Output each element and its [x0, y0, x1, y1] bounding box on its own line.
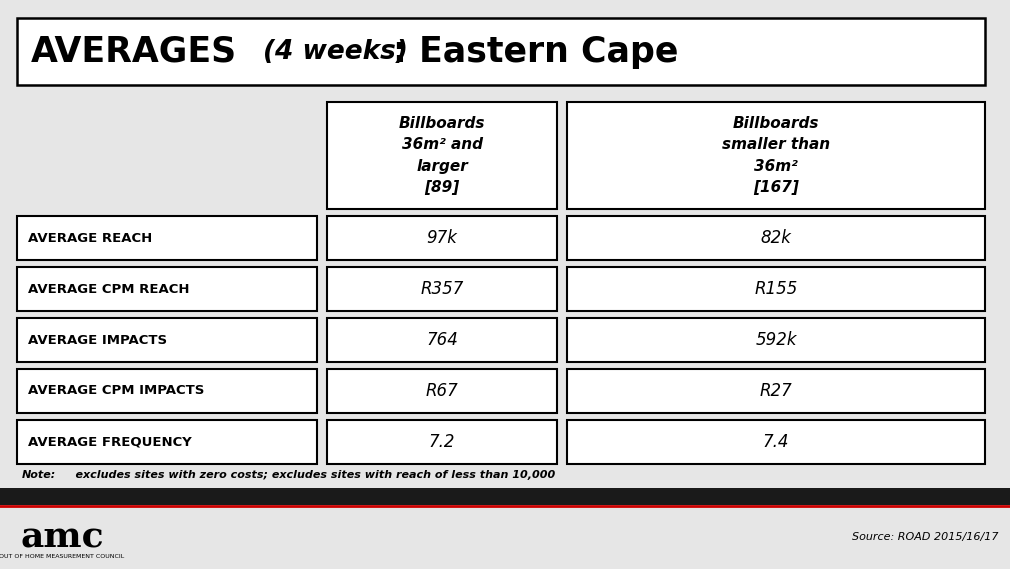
- Bar: [327, 420, 557, 464]
- Bar: [17, 369, 317, 413]
- Text: excludes sites with zero costs; excludes sites with reach of less than 10,000: excludes sites with zero costs; excludes…: [60, 470, 556, 480]
- Bar: [567, 267, 985, 311]
- Text: AVERAGE IMPACTS: AVERAGE IMPACTS: [28, 333, 167, 347]
- Text: Billboards
36m² and
larger
[89]: Billboards 36m² and larger [89]: [399, 116, 485, 195]
- Bar: [327, 102, 557, 209]
- Bar: [567, 420, 985, 464]
- Bar: [17, 216, 317, 260]
- Text: amc: amc: [20, 520, 104, 554]
- Bar: [567, 318, 985, 362]
- Text: AVERAGES: AVERAGES: [31, 35, 237, 68]
- Text: R357: R357: [420, 280, 464, 298]
- Text: 7.2: 7.2: [429, 433, 456, 451]
- Text: : Eastern Cape: : Eastern Cape: [393, 35, 679, 68]
- Bar: [567, 369, 985, 413]
- Text: Source: ROAD 2015/16/17: Source: ROAD 2015/16/17: [851, 532, 998, 542]
- Text: R67: R67: [425, 382, 459, 400]
- Text: R155: R155: [754, 280, 798, 298]
- Bar: [0, 488, 1010, 505]
- Bar: [17, 420, 317, 464]
- Bar: [327, 267, 557, 311]
- Text: R27: R27: [760, 382, 793, 400]
- Text: AVERAGE FREQUENCY: AVERAGE FREQUENCY: [28, 435, 192, 448]
- Bar: [17, 18, 985, 85]
- Bar: [17, 267, 317, 311]
- Text: AVERAGE CPM IMPACTS: AVERAGE CPM IMPACTS: [28, 385, 204, 398]
- Bar: [567, 102, 985, 209]
- Text: 97k: 97k: [426, 229, 458, 247]
- Text: 7.4: 7.4: [763, 433, 789, 451]
- Bar: [327, 216, 557, 260]
- Text: OUT OF HOME MEASUREMENT COUNCIL: OUT OF HOME MEASUREMENT COUNCIL: [0, 554, 124, 559]
- Text: 764: 764: [426, 331, 458, 349]
- Text: 592k: 592k: [755, 331, 797, 349]
- Text: Billboards
smaller than
36m²
[167]: Billboards smaller than 36m² [167]: [722, 116, 830, 195]
- Text: 82k: 82k: [761, 229, 792, 247]
- Bar: [327, 318, 557, 362]
- Bar: [567, 216, 985, 260]
- Text: AVERAGE REACH: AVERAGE REACH: [28, 232, 153, 245]
- Text: (4 weeks): (4 weeks): [263, 39, 408, 64]
- Text: AVERAGE CPM REACH: AVERAGE CPM REACH: [28, 282, 190, 295]
- Bar: [327, 369, 557, 413]
- Bar: [17, 318, 317, 362]
- Text: Note:: Note:: [22, 470, 57, 480]
